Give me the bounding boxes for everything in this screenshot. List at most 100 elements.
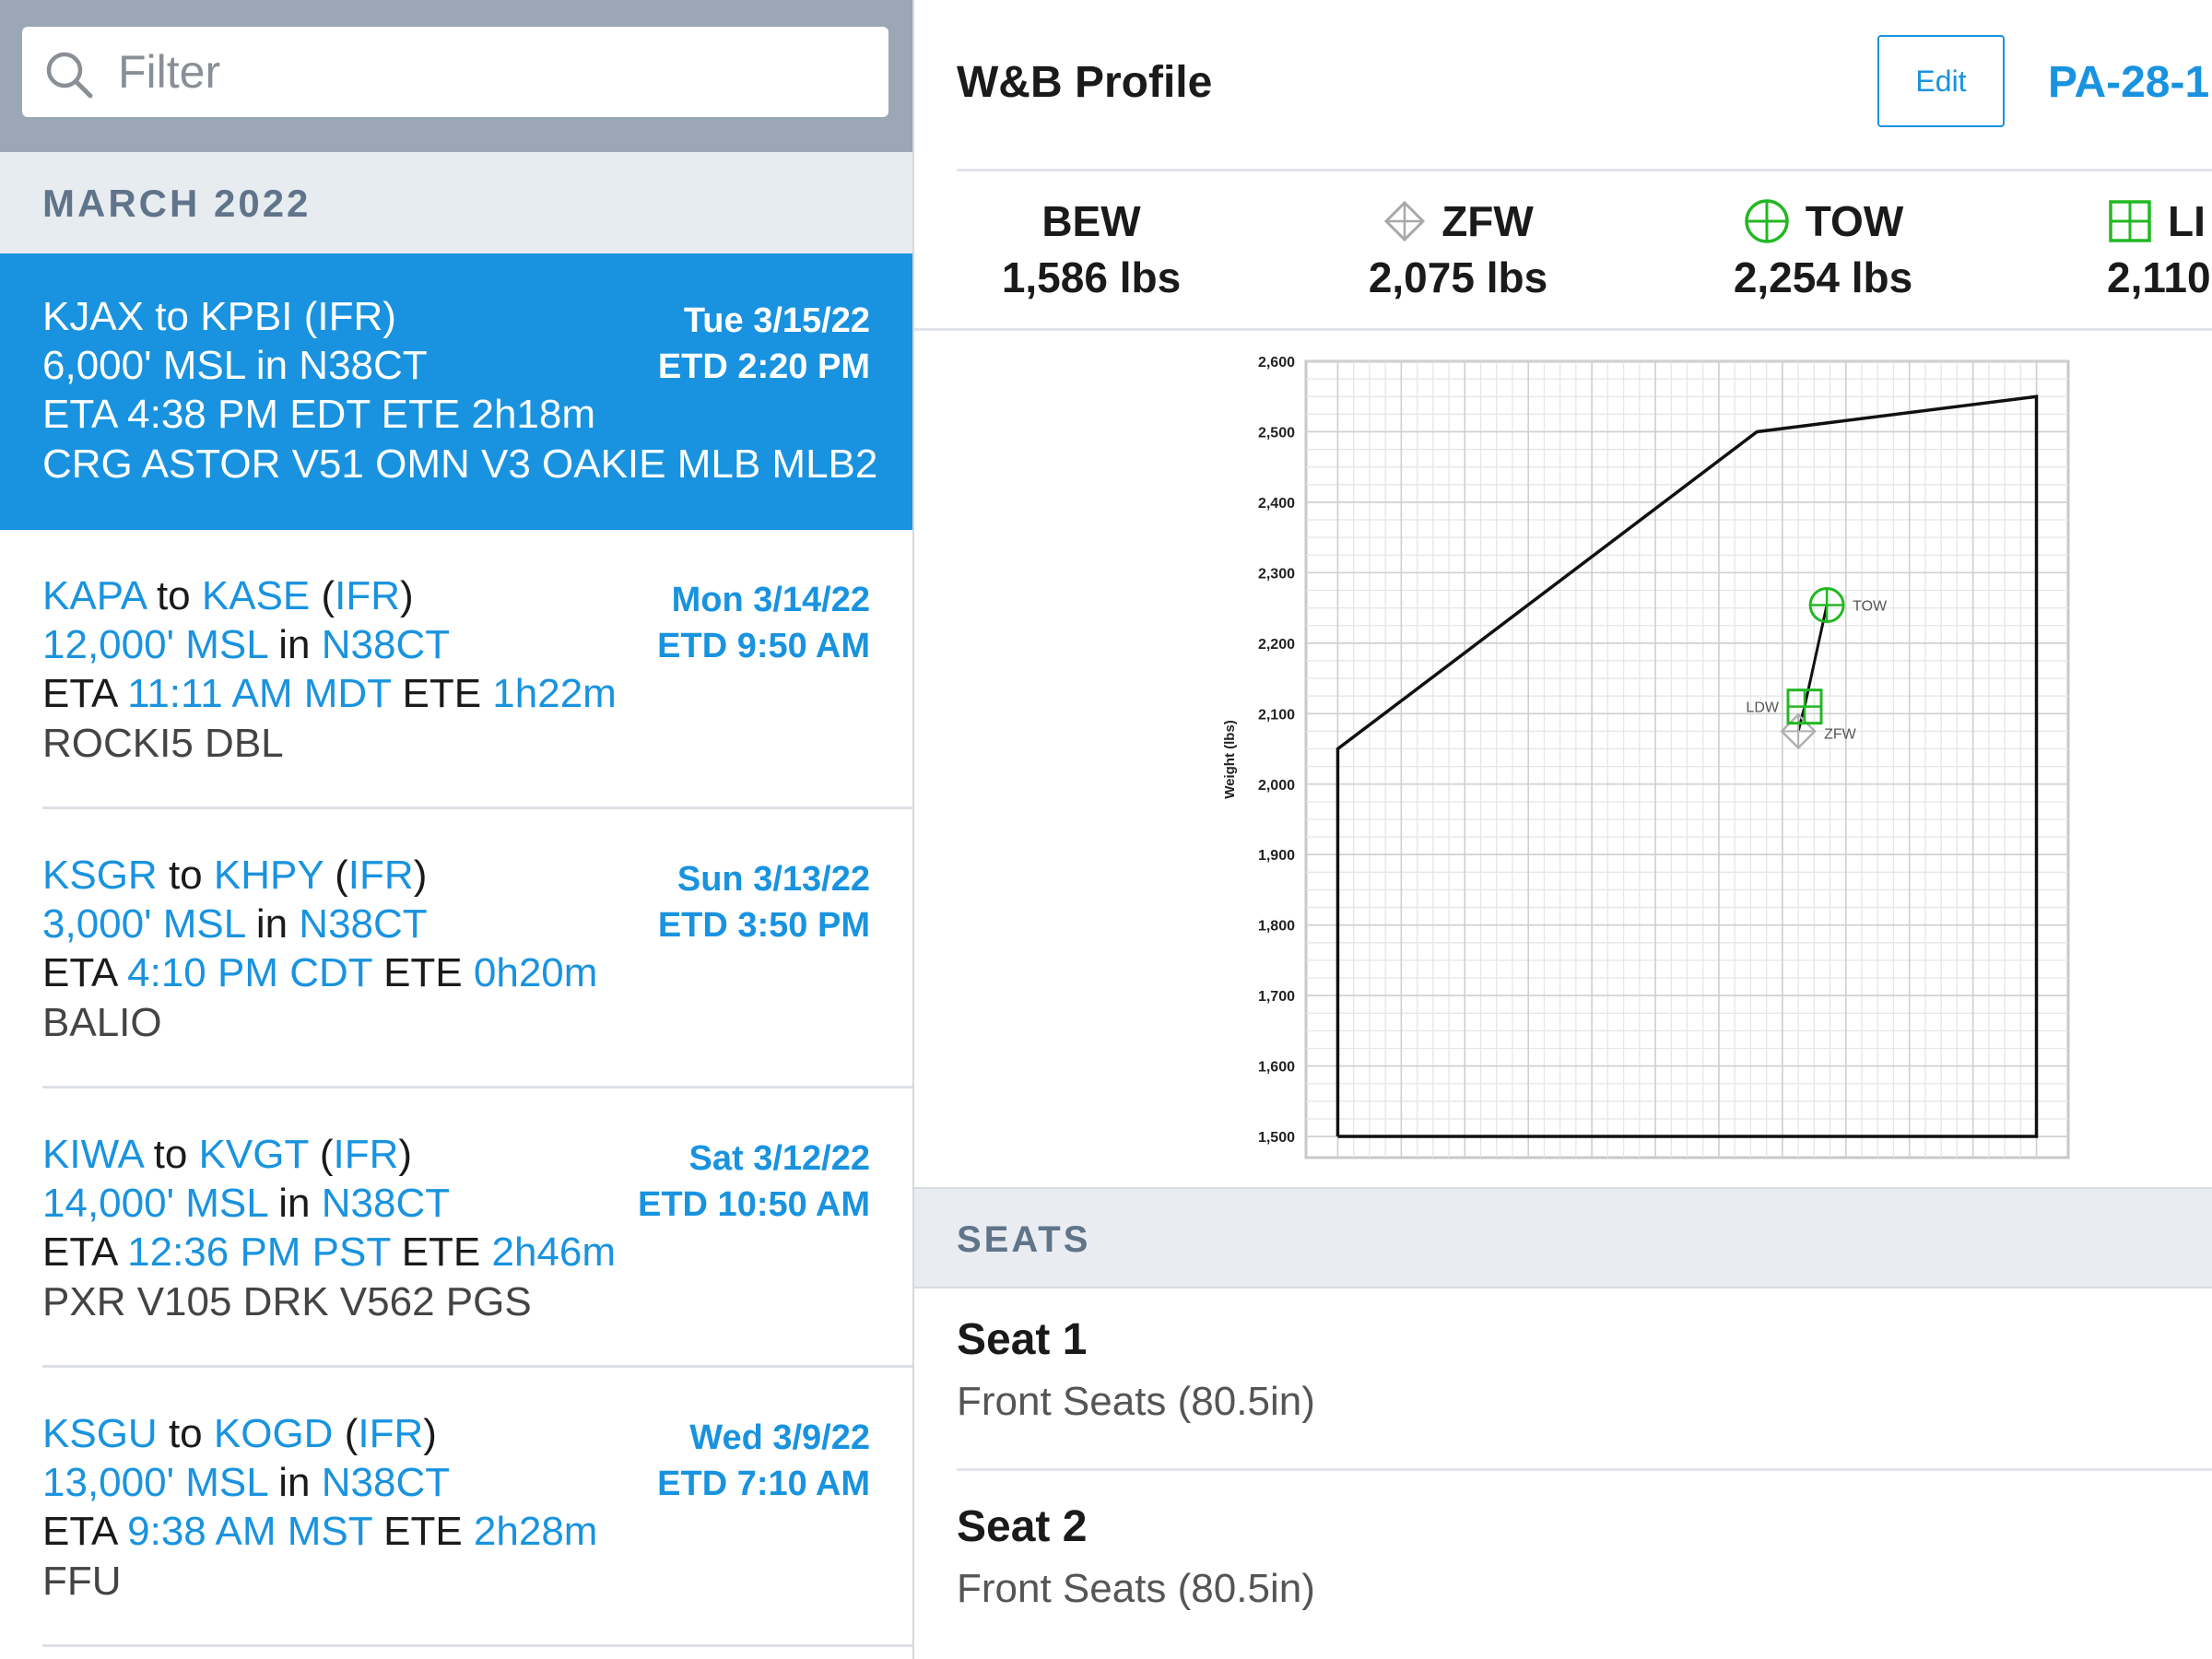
trip-aircraft: N38CT bbox=[299, 343, 428, 388]
zfw-value: 2,075 lbs bbox=[1368, 253, 1548, 301]
page-title: W&B Profile bbox=[957, 58, 1213, 107]
trip-item-kiwa-kvgt[interactable]: KIWA to KVGT (IFR) 14,000' MSL in N38CT … bbox=[0, 1091, 912, 1368]
trip-origin: KAPA bbox=[42, 573, 146, 618]
y-tick-label: 1,800 bbox=[1258, 919, 1295, 935]
trip-route: ROCKI5 DBL bbox=[42, 721, 284, 766]
y-tick-label: 1,900 bbox=[1258, 848, 1295, 864]
ldw-marker-label: LDW bbox=[1746, 700, 1779, 716]
y-tick-label: 2,100 bbox=[1258, 707, 1295, 723]
trip-destination: KPBI bbox=[200, 294, 293, 339]
trip-destination: KOGD bbox=[213, 1411, 334, 1456]
trip-route-line: KSGR to KHPY (IFR) bbox=[42, 853, 428, 898]
ldw-value: 2,110 bbox=[2107, 253, 2211, 301]
trip-origin: KIWA bbox=[42, 1132, 143, 1177]
month-label: MARCH 2022 bbox=[42, 182, 312, 225]
trip-destination: KASE bbox=[201, 573, 311, 618]
trip-flight-rules: IFR bbox=[335, 573, 401, 618]
trip-origin: KJAX bbox=[42, 294, 145, 339]
search-bar bbox=[0, 0, 912, 152]
zfw-label: ZFW bbox=[1441, 197, 1534, 245]
trip-destination: KHPY bbox=[213, 853, 324, 898]
x-tick-label: 85 bbox=[1520, 1184, 1536, 1186]
trip-ete-word: ETE bbox=[383, 950, 463, 995]
trip-eta-line: ETA 12:36 PM PST ETE 2h46m bbox=[42, 1230, 616, 1276]
weight-summary-bew: BEW 1,586 lbs bbox=[935, 194, 1248, 302]
trip-ete: 2h46m bbox=[491, 1230, 617, 1275]
trip-ete-word: ETE bbox=[402, 671, 482, 716]
y-tick-label: 2,500 bbox=[1258, 425, 1295, 441]
trip-eta-word: ETA bbox=[42, 671, 116, 716]
trip-to-word: to bbox=[156, 573, 191, 618]
seat-row-2[interactable]: Seat 2 Front Seats (80.5in) bbox=[914, 1474, 2212, 1658]
trip-route: BALIO bbox=[42, 1000, 162, 1045]
trip-date: Sat 3/12/22 bbox=[688, 1139, 870, 1178]
trip-altitude: 12,000' MSL bbox=[42, 622, 268, 667]
trip-altitude-line: 13,000' MSL in N38CT bbox=[42, 1460, 450, 1506]
trip-flight-rules: IFR bbox=[358, 1411, 424, 1456]
trip-eta-line: ETA 9:38 AM MST ETE 2h28m bbox=[42, 1509, 597, 1555]
header-divider bbox=[957, 169, 2212, 171]
y-tick-label: 2,600 bbox=[1258, 355, 1295, 371]
trip-in-word: in bbox=[278, 622, 311, 667]
square-grid-icon bbox=[2109, 200, 2151, 242]
trip-flight-rules: IFR bbox=[347, 853, 414, 898]
row-divider bbox=[42, 1365, 912, 1368]
trip-in-word: in bbox=[278, 1460, 311, 1505]
trip-to-word: to bbox=[155, 294, 189, 339]
trip-destination: KVGT bbox=[198, 1132, 309, 1177]
trip-date: Sun 3/13/22 bbox=[677, 860, 870, 899]
trip-etd: ETD 10:50 AM bbox=[638, 1185, 870, 1224]
trip-route-line: KIWA to KVGT (IFR) bbox=[42, 1132, 413, 1177]
trip-item-kjax-kpbi[interactable]: KJAX to KPBI (IFR) 6,000' MSL in N38CT E… bbox=[0, 253, 912, 530]
x-tick-label: 84 bbox=[1456, 1184, 1473, 1186]
trip-altitude: 13,000' MSL bbox=[42, 1460, 268, 1505]
seat-description: Front Seats (80.5in) bbox=[957, 1566, 1315, 1611]
edit-button[interactable]: Edit bbox=[1877, 35, 2005, 127]
trip-ete: 2h28m bbox=[473, 1509, 598, 1554]
x-tick-label: 91 bbox=[1901, 1184, 1918, 1186]
trip-in-word: in bbox=[255, 343, 288, 388]
y-tick-label: 2,400 bbox=[1258, 496, 1295, 512]
trip-route: FFU bbox=[42, 1559, 122, 1604]
cg-envelope-line bbox=[1335, 394, 2039, 1138]
trip-aircraft: N38CT bbox=[321, 1181, 451, 1226]
trip-etd: ETD 7:10 AM bbox=[657, 1465, 870, 1503]
aircraft-profile-link[interactable]: PA-28-1 bbox=[2048, 58, 2210, 107]
trip-date: Wed 3/9/22 bbox=[689, 1418, 870, 1457]
y-tick-label: 1,600 bbox=[1258, 1060, 1295, 1076]
weight-summary-tow: TOW 2,254 lbs bbox=[1666, 194, 1980, 302]
tow-value: 2,254 lbs bbox=[1733, 253, 1913, 301]
bew-value: 1,586 lbs bbox=[1001, 253, 1182, 301]
x-tick-label: 89 bbox=[1774, 1184, 1791, 1186]
y-tick-label: 1,700 bbox=[1258, 989, 1295, 1005]
trip-eta-word: ETA bbox=[42, 1509, 116, 1554]
trip-item-kapa-kase[interactable]: KAPA to KASE (IFR) 12,000' MSL in N38CT … bbox=[0, 533, 912, 809]
trip-item-ksgu-kogd[interactable]: KSGU to KOGD (IFR) 13,000' MSL in N38CT … bbox=[0, 1371, 912, 1647]
trip-altitude: 6,000' MSL bbox=[42, 343, 245, 388]
search-input[interactable] bbox=[118, 45, 855, 99]
trip-eta: 11:11 AM MDT bbox=[127, 671, 392, 716]
trip-eta-word: ETA bbox=[42, 1230, 116, 1275]
trip-etd: ETD 3:50 PM bbox=[657, 906, 870, 945]
trip-ete: 2h18m bbox=[471, 392, 596, 437]
seat-name: Seat 1 bbox=[957, 1315, 1088, 1364]
seat-row-1[interactable]: Seat 1 Front Seats (80.5in) bbox=[914, 1287, 2212, 1471]
trip-route: CRG ASTOR V51 OMN V3 OAKIE MLB MLB2 bbox=[42, 441, 878, 487]
trip-flight-rules: IFR bbox=[333, 1132, 399, 1177]
seats-label: SEATS bbox=[957, 1219, 1091, 1260]
trip-eta: 9:38 AM MST bbox=[127, 1509, 372, 1554]
x-tick-label: 88 bbox=[1711, 1184, 1727, 1186]
search-field[interactable] bbox=[22, 27, 888, 117]
y-tick-label: 2,000 bbox=[1258, 778, 1295, 794]
trip-aircraft: N38CT bbox=[321, 1460, 451, 1505]
zfw-marker-label: ZFW bbox=[1824, 726, 1857, 742]
trip-item-ksgr-khpy[interactable]: KSGR to KHPY (IFR) 3,000' MSL in N38CT E… bbox=[0, 812, 912, 1088]
trip-in-word: in bbox=[255, 901, 288, 947]
trip-to-word: to bbox=[168, 1411, 203, 1456]
row-divider bbox=[957, 1468, 2212, 1471]
trip-eta-line: ETA 11:11 AM MDT ETE 1h22m bbox=[42, 671, 617, 717]
trip-in-word: in bbox=[278, 1181, 311, 1226]
cg-envelope-svg: 82 83 84 85 86 87 88 89 90 91 92 93 1,500 1,600 1,700 1… bbox=[1222, 355, 2070, 1200]
y-axis-label: Weight (lbs) bbox=[1222, 720, 1238, 799]
summary-divider bbox=[914, 328, 2212, 331]
